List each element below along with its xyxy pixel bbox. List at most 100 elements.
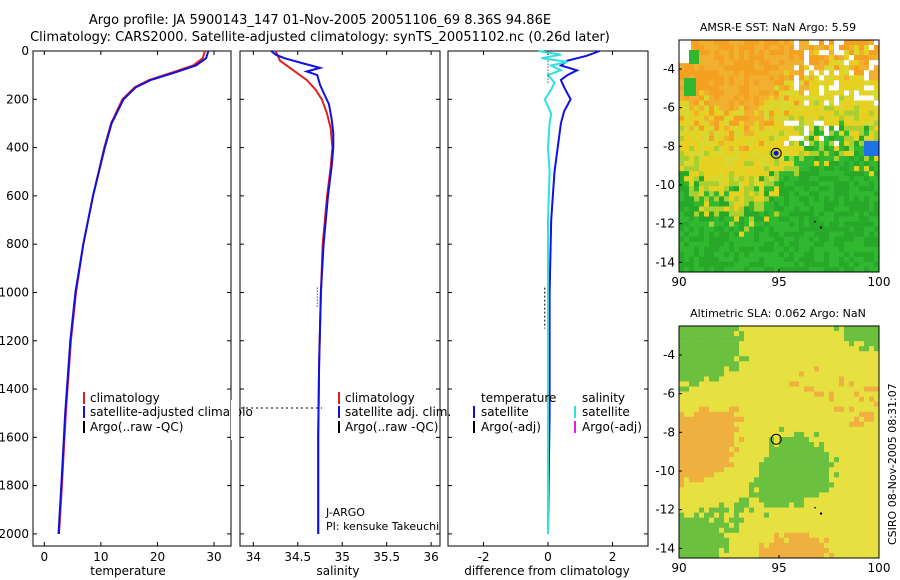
- map-cell: [809, 150, 815, 157]
- map-cell: [824, 176, 830, 182]
- map-cell: [819, 95, 825, 101]
- map-cell: [744, 386, 750, 392]
- map-cell: [729, 482, 735, 488]
- map-cell: [744, 361, 750, 367]
- map-cell: [764, 236, 770, 243]
- map-cell: [694, 482, 700, 488]
- map-cell: [864, 512, 870, 518]
- map-cell: [814, 216, 820, 222]
- map-cell: [699, 241, 705, 248]
- map-cell: [809, 90, 815, 96]
- map-cell: [689, 176, 695, 182]
- map-cell: [834, 216, 840, 222]
- map-cell: [679, 477, 685, 483]
- map-cell: [689, 130, 695, 137]
- map-cell: [724, 90, 730, 96]
- map-cell: [689, 411, 695, 418]
- map-cell: [769, 426, 775, 433]
- map-cell: [779, 421, 785, 428]
- map-cell: [774, 522, 780, 529]
- map-cell: [744, 371, 750, 377]
- map-cell: [849, 211, 855, 217]
- map-cell: [854, 130, 860, 137]
- map-cell: [779, 161, 785, 167]
- map-cell: [769, 547, 775, 554]
- map-cell: [714, 401, 720, 407]
- map-cell: [814, 341, 820, 347]
- map-cell: [794, 196, 800, 202]
- map-cell: [859, 502, 865, 508]
- map-cell: [724, 75, 730, 81]
- map-cell: [869, 552, 875, 559]
- map-cell: [809, 166, 815, 172]
- map-cell: [729, 406, 735, 413]
- map-cell: [774, 161, 780, 167]
- map-cell: [774, 447, 780, 453]
- map-cell: [734, 482, 740, 488]
- map-cell: [869, 50, 875, 56]
- map-cell: [769, 346, 775, 352]
- map-cell: [734, 256, 740, 263]
- map-cell: [694, 256, 700, 263]
- map-cell: [744, 216, 750, 222]
- map-cell: [869, 40, 875, 46]
- map-cell: [709, 110, 715, 116]
- map-cell: [689, 191, 695, 197]
- map-cell: [679, 376, 685, 382]
- map-cell: [734, 231, 740, 237]
- map-cell: [834, 351, 840, 357]
- map-cell: [754, 426, 760, 433]
- map-cell: [809, 326, 815, 332]
- map-cell: [709, 115, 715, 121]
- map-cell: [814, 135, 820, 142]
- map-cell: [834, 191, 840, 197]
- map-cell: [839, 552, 845, 559]
- map-cell: [754, 145, 760, 152]
- map-cell: [829, 186, 835, 192]
- map-cell: [734, 145, 740, 152]
- map-cell: [744, 552, 750, 559]
- map-cell: [869, 416, 875, 423]
- map-cell: [824, 196, 830, 202]
- map-cell: [844, 181, 850, 187]
- map-cell: [724, 467, 730, 473]
- map-cell: [874, 542, 880, 549]
- map-cell: [844, 482, 850, 488]
- map-cell: [684, 336, 690, 342]
- map-cell: [809, 426, 815, 433]
- map-cell: [799, 436, 805, 443]
- map-cell: [799, 251, 805, 258]
- map-cell: [699, 492, 705, 498]
- map-cell: [734, 431, 740, 438]
- map-cell: [679, 391, 685, 397]
- map-cell: [759, 186, 765, 192]
- map-cell: [854, 467, 860, 473]
- map-cell: [779, 552, 785, 559]
- map-cell: [714, 351, 720, 357]
- map-cell: [779, 241, 785, 248]
- map-cell: [779, 145, 785, 152]
- map-cell: [834, 356, 840, 362]
- map-cell: [824, 411, 830, 418]
- map-cell: [719, 150, 725, 157]
- map-cell: [774, 201, 780, 207]
- map-cell: [794, 331, 800, 337]
- map-cell: [754, 156, 760, 162]
- map-cell: [819, 145, 825, 152]
- map-cell: [724, 497, 730, 503]
- map-cell: [814, 487, 820, 493]
- map-cell: [794, 176, 800, 182]
- map-cell: [739, 135, 745, 142]
- map-cell: [864, 406, 870, 413]
- map-cell: [859, 401, 865, 407]
- map-cell: [799, 507, 805, 513]
- map-cell: [759, 125, 765, 132]
- map-cell: [704, 537, 710, 544]
- map-y-tick-label: -10: [655, 178, 675, 192]
- map-cell: [719, 266, 725, 273]
- argo-position-marker: [770, 147, 782, 159]
- map-cell: [779, 85, 785, 91]
- map-cell: [739, 401, 745, 407]
- map-cell: [784, 95, 790, 101]
- map-cell: [704, 115, 710, 121]
